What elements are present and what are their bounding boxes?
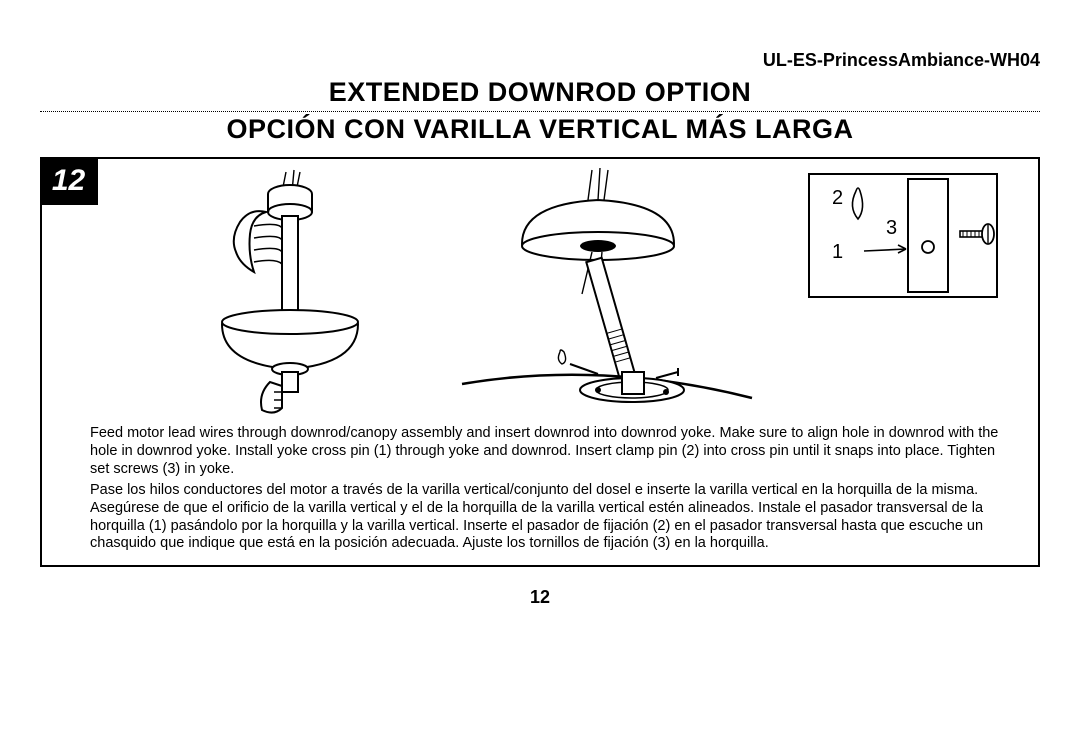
title-divider <box>40 111 1040 112</box>
section-title-spanish: OPCIÓN CON VARILLA VERTICAL MÁS LARGA <box>40 114 1040 145</box>
page-number: 12 <box>40 587 1040 608</box>
instructions-english: Feed motor lead wires through downrod/ca… <box>90 425 1008 478</box>
instructions-spanish: Pase los hilos conductores del motor a t… <box>90 482 1008 553</box>
illustration-downrod-assembly <box>182 164 402 419</box>
section-title-english: EXTENDED DOWNROD OPTION <box>40 77 1040 108</box>
model-number: UL-ES-PrincessAmbiance-WH04 <box>40 50 1040 71</box>
illustration-area: 1 2 3 <box>42 159 1038 419</box>
instruction-step-panel: 12 <box>40 157 1040 567</box>
inset-label-2: 2 <box>832 187 843 210</box>
detail-inset-diagram: 1 2 3 <box>808 173 998 298</box>
inset-label-3: 3 <box>886 217 897 240</box>
illustration-ceiling-mount <box>442 164 762 419</box>
instruction-text-block: Feed motor lead wires through downrod/ca… <box>90 425 1008 557</box>
inset-label-1: 1 <box>832 241 843 264</box>
